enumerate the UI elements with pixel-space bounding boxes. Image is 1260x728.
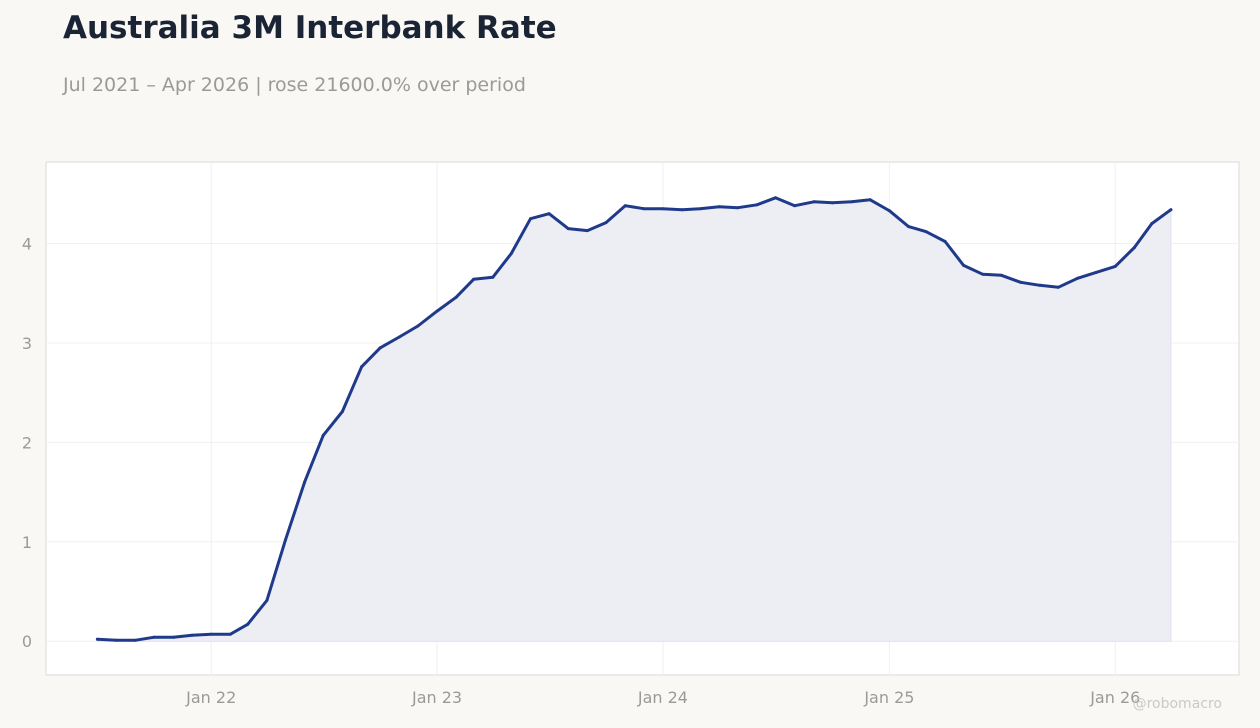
y-tick-label: 1	[22, 533, 32, 552]
data-point	[228, 632, 232, 636]
data-point	[924, 230, 928, 234]
data-point	[115, 638, 118, 642]
data-point	[585, 229, 589, 233]
y-tick-label: 2	[22, 433, 32, 452]
data-point	[152, 635, 156, 639]
data-point	[774, 196, 777, 200]
x-tick-label: Jan 26	[1089, 688, 1140, 707]
data-point	[962, 263, 966, 267]
x-tick-label: Jan 24	[637, 688, 688, 707]
data-point	[1094, 270, 1098, 274]
data-point	[246, 622, 250, 626]
chart-subtitle: Jul 2021 – Apr 2026 | rose 21600.0% over…	[63, 74, 526, 96]
data-point	[1132, 246, 1136, 249]
y-tick-label: 3	[22, 334, 32, 353]
data-points	[95, 196, 1173, 642]
data-point	[547, 212, 551, 216]
watermark: @robomacro	[1132, 696, 1222, 712]
data-point	[491, 275, 495, 279]
x-axis-ticks: Jan 22 Jan 23 Jan 24 Jan 25 Jan 26	[185, 688, 1140, 707]
y-tick-label: 4	[22, 235, 32, 254]
data-point	[717, 205, 721, 209]
data-point	[529, 217, 532, 221]
data-point	[454, 295, 458, 299]
data-point	[134, 638, 138, 642]
data-point	[1076, 276, 1079, 280]
data-point	[812, 200, 816, 204]
data-point	[1056, 285, 1060, 289]
data-point	[755, 203, 759, 207]
data-point	[340, 410, 344, 413]
data-point	[793, 204, 797, 208]
x-tick-label: Jan 25	[863, 688, 914, 707]
data-point	[604, 221, 608, 225]
data-point	[680, 208, 684, 212]
data-point	[999, 273, 1003, 277]
data-point	[95, 637, 99, 641]
data-point	[1038, 283, 1042, 287]
data-point	[303, 480, 307, 484]
y-tick-label: 0	[22, 632, 32, 651]
data-point	[868, 198, 872, 202]
x-tick-label: Jan 22	[185, 688, 236, 707]
data-point	[1169, 208, 1173, 212]
chart-title: Australia 3M Interbank Rate	[63, 10, 557, 46]
data-point	[209, 632, 213, 636]
data-point	[736, 206, 740, 210]
data-point	[435, 309, 439, 313]
data-point	[1150, 222, 1154, 226]
data-point	[190, 633, 194, 637]
data-point	[265, 598, 269, 602]
data-point	[360, 365, 364, 369]
data-point	[1113, 264, 1117, 268]
data-point	[416, 324, 420, 328]
series-line	[95, 196, 1173, 642]
data-point	[1019, 280, 1023, 284]
data-point	[321, 433, 325, 437]
data-point	[378, 346, 382, 350]
data-point	[661, 207, 665, 211]
data-point	[284, 538, 287, 542]
data-point	[509, 252, 513, 255]
data-point	[642, 207, 646, 211]
data-point	[397, 335, 401, 339]
x-tick-label: Jan 23	[411, 688, 462, 707]
y-axis-ticks: 0 1 2 3 4	[22, 235, 32, 652]
data-point	[850, 200, 854, 204]
data-point	[907, 225, 911, 229]
data-point	[566, 227, 570, 231]
data-point	[623, 204, 627, 208]
data-point	[172, 635, 175, 639]
data-point	[472, 277, 476, 281]
data-point	[887, 209, 891, 213]
data-point	[981, 272, 985, 276]
data-point	[831, 201, 834, 205]
data-point	[698, 207, 702, 211]
data-point	[943, 240, 947, 243]
